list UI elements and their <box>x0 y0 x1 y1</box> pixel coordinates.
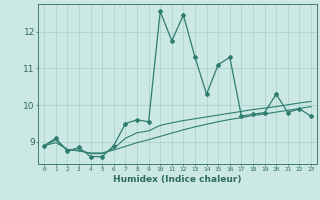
X-axis label: Humidex (Indice chaleur): Humidex (Indice chaleur) <box>113 175 242 184</box>
